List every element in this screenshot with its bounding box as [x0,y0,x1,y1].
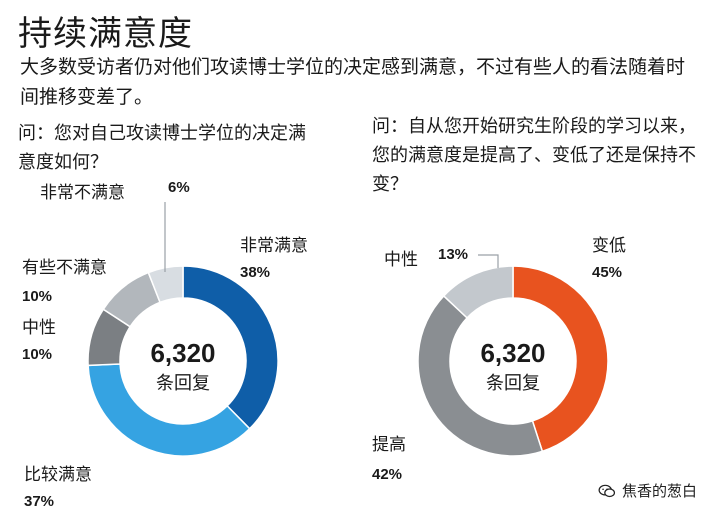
chart2-slice-1 [417,294,544,457]
chart1-label-somewhat-dissatisfied: 有些不满意 [22,258,107,278]
watermark: 焦香的葱白 [598,480,697,501]
chart1-label-fairly-satisfied: 比较满意 [24,465,92,485]
chart2-slice-2 [442,265,514,319]
page-title: 持续满意度 [18,14,193,54]
chart1-label-neutral: 中性 [22,318,56,338]
chart2-value-increased: 42% [372,466,403,483]
page-subtitle: 大多数受访者仍对他们攻读博士学位的决定感到满意，不过有些人的看法随着时间推移变差… [20,56,686,108]
chart2-value-neutral: 13% [438,246,469,263]
chart1-slice-1 [87,363,251,457]
chart2-label-increased: 提高 [372,435,406,455]
chart2-question: 问：自从您开始研究生阶段的学习以来，您的满意度是提高了、变低了还是保持不变？ [372,116,696,195]
chart1-value-very-dissatisfied: 6% [168,179,190,196]
chart2-slice-0 [512,265,609,453]
chart1-label-very-satisfied: 非常满意 [240,236,308,256]
chart2-center-value: 6,320 [480,338,545,368]
chart2-label-neutral: 中性 [384,250,418,270]
wechat-icon [598,484,616,497]
chart1-value-neutral: 10% [22,346,53,363]
chart1-slice-4 [147,265,184,304]
chart1-donut [87,265,279,457]
watermark-text: 焦香的葱白 [621,482,697,500]
chart2-leader-line-neutral [478,254,499,268]
chart1-label-very-dissatisfied: 非常不满意 [40,183,125,203]
chart1-center-label: 条回复 [156,373,210,394]
chart1-value-fairly-satisfied: 37% [24,493,55,510]
chart2-center-label: 条回复 [486,373,540,394]
chart1-value-very-satisfied: 38% [240,264,271,281]
chart2-donut [417,265,609,457]
chart1-slice-0 [182,265,279,430]
chart1-value-somewhat-dissatisfied: 10% [22,288,53,305]
chart1-center-value: 6,320 [150,338,215,368]
chart2-value-decreased: 45% [592,264,623,281]
chart1-question: 问：您对自己攻读博士学位的决定满意度如何？ [18,123,306,173]
chart2-label-decreased: 变低 [592,236,626,256]
